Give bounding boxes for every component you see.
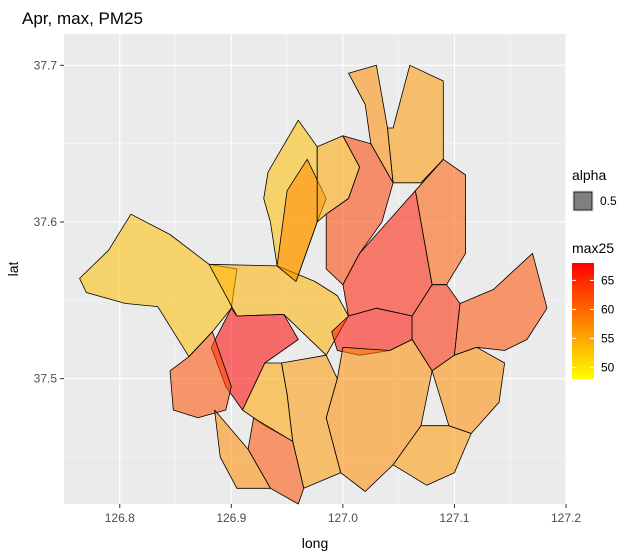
x-tick-label: 126.8	[105, 511, 135, 525]
legend-alpha-key	[573, 191, 593, 211]
legend-alpha-value: 0.5	[600, 194, 617, 208]
legend-break-label: 65	[601, 273, 615, 287]
legend: alpha 0.5 max25 65 60 55 50	[572, 167, 617, 379]
legend-fill-title: max25	[572, 240, 614, 256]
x-axis-label: long	[302, 535, 328, 551]
map-region	[169, 331, 232, 419]
legend-break-label: 50	[601, 360, 615, 374]
x-tick-label: 126.9	[216, 511, 246, 525]
chart-title: Apr, max, PM25	[22, 9, 143, 28]
x-tick-label: 127.0	[328, 511, 358, 525]
map-region	[214, 409, 271, 489]
legend-break-label: 60	[601, 302, 615, 316]
y-axis-label: lat	[5, 262, 21, 277]
map-region	[392, 425, 472, 486]
axis-ticks: 126.8 126.9 127.0 127.1 127.2 37.5 37.6 37.7	[34, 58, 582, 525]
y-tick-label: 37.5	[34, 372, 58, 386]
legend-alpha-title: alpha	[572, 167, 606, 183]
legend-break-label: 55	[601, 331, 615, 345]
legend-colorbar	[572, 263, 594, 379]
y-tick-label: 37.7	[34, 58, 58, 72]
x-tick-label: 127.1	[439, 511, 469, 525]
map-regions	[79, 64, 548, 505]
legend-breaks: 65 60 55 50	[572, 273, 615, 374]
y-tick-label: 37.6	[34, 215, 58, 229]
x-tick-label: 127.2	[551, 511, 581, 525]
map-region	[387, 64, 444, 184]
